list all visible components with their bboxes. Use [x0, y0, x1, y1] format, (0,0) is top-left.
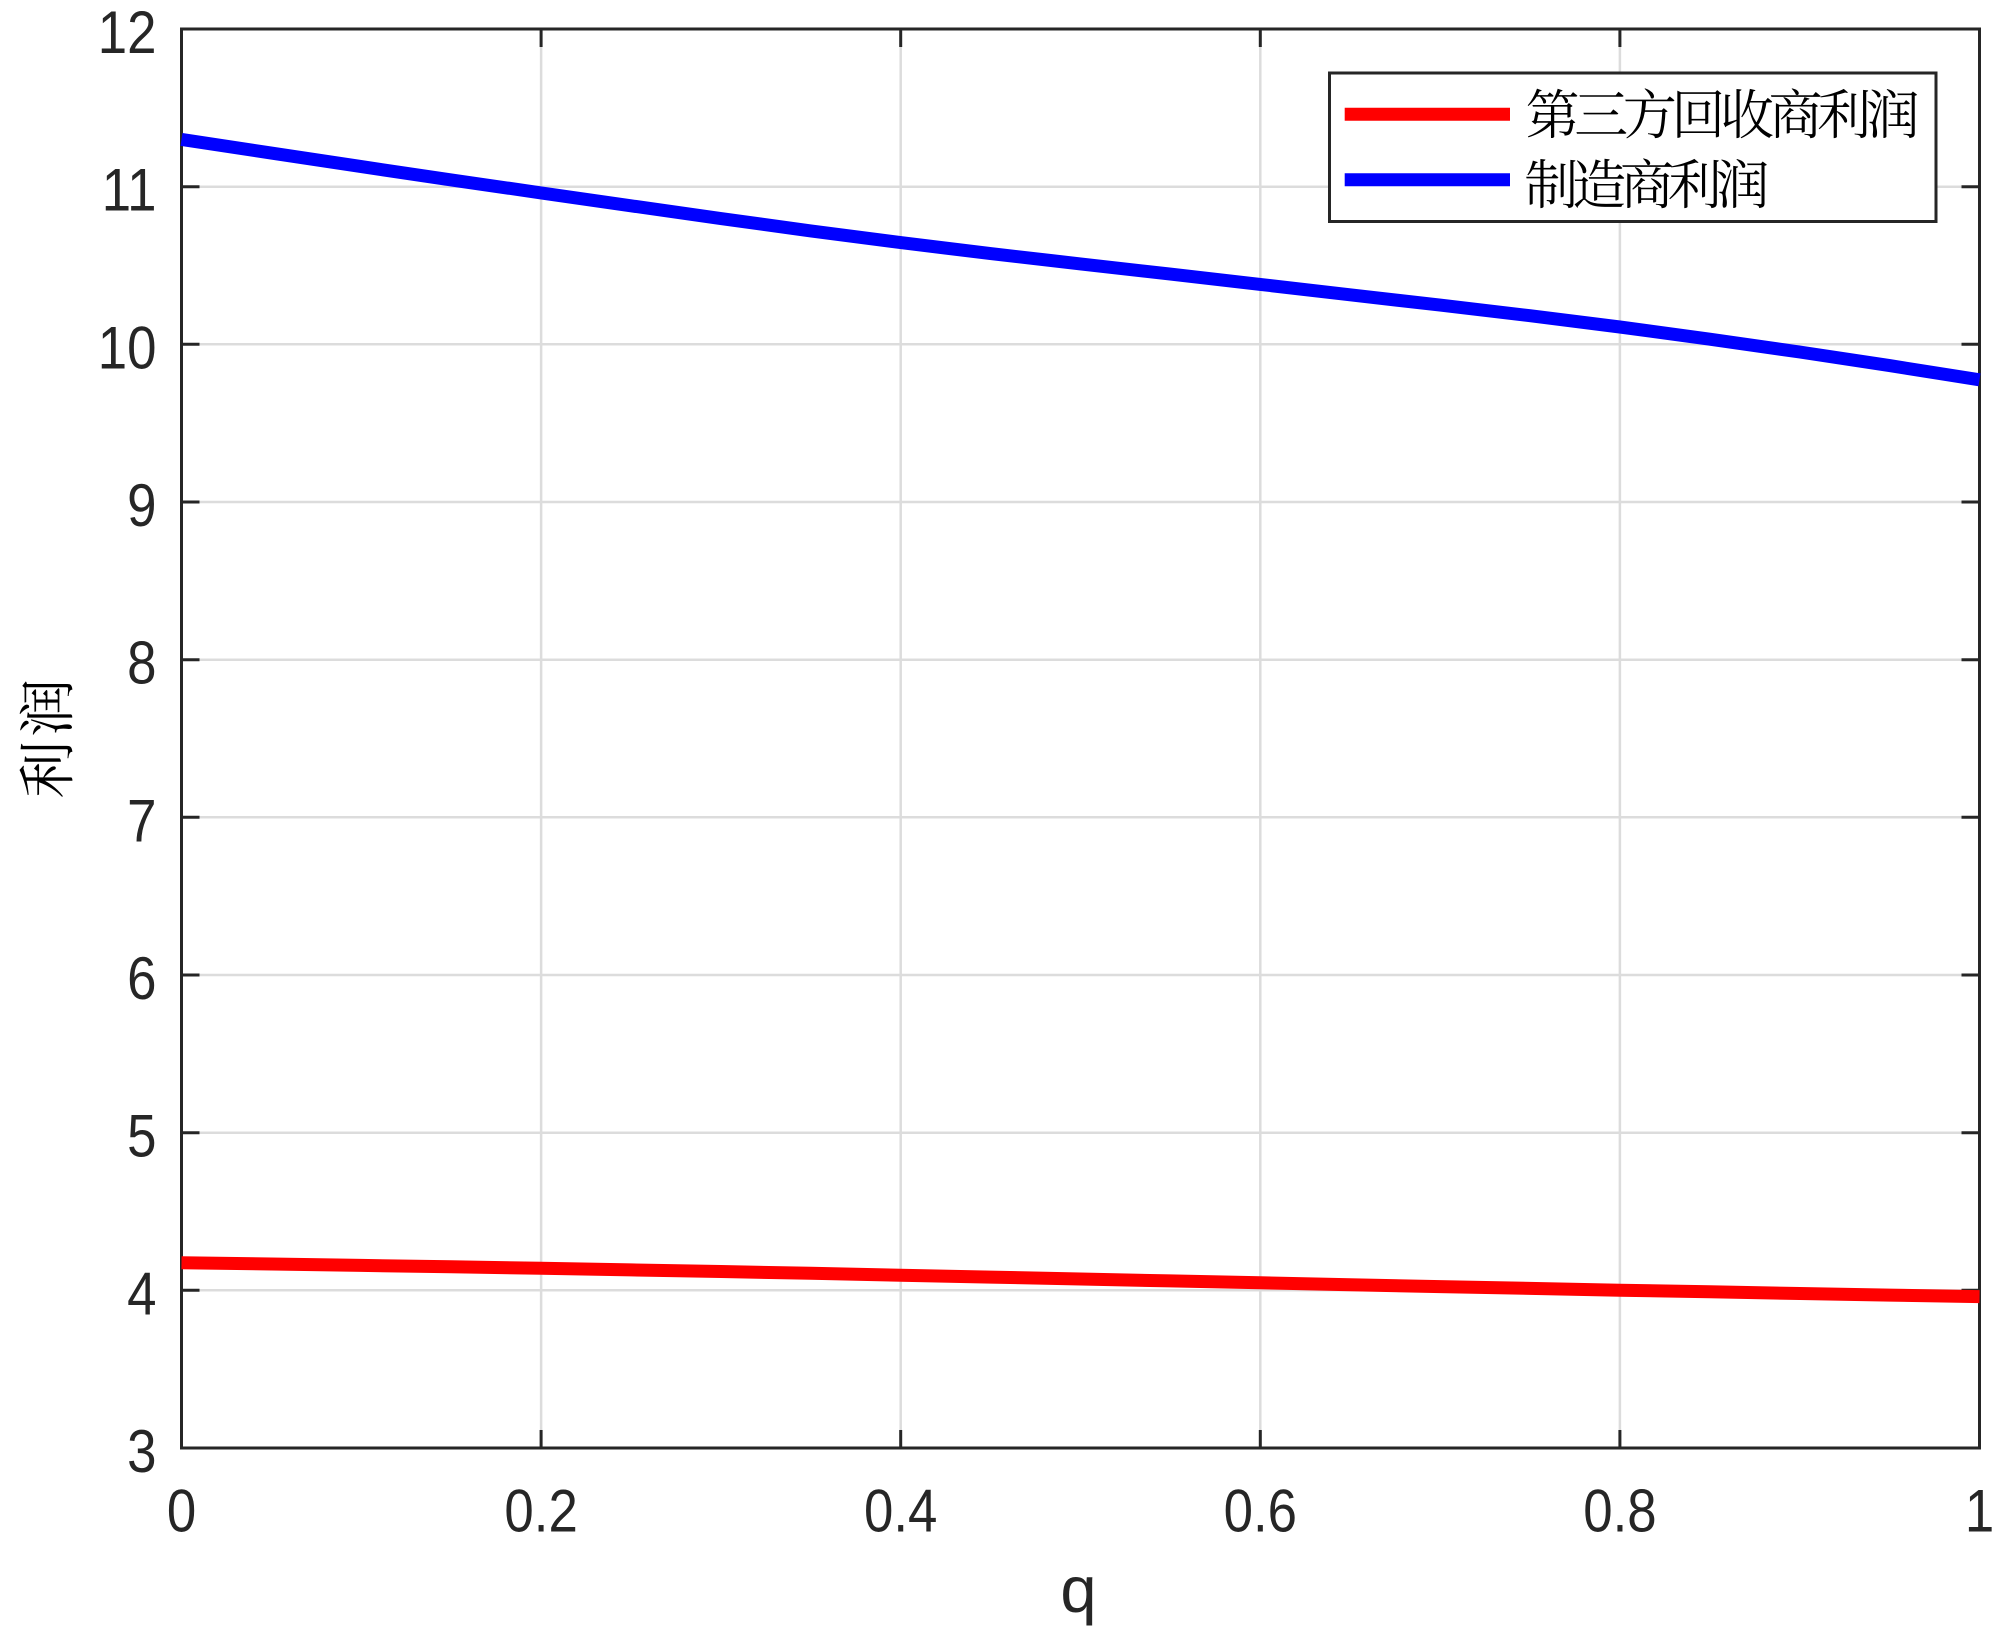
svg-text:10: 10	[98, 314, 157, 381]
svg-text:0.8: 0.8	[1583, 1477, 1656, 1544]
svg-text:12: 12	[98, 0, 157, 66]
svg-text:4: 4	[127, 1260, 156, 1327]
svg-text:0.2: 0.2	[504, 1477, 577, 1544]
svg-text:8: 8	[127, 630, 156, 697]
svg-text:1: 1	[1965, 1477, 1994, 1544]
svg-text:11: 11	[102, 157, 157, 224]
svg-text:6: 6	[127, 945, 156, 1012]
svg-text:0.6: 0.6	[1224, 1477, 1297, 1544]
svg-text:0.4: 0.4	[864, 1477, 937, 1544]
svg-text:q: q	[1060, 1553, 1096, 1626]
svg-text:5: 5	[127, 1103, 156, 1170]
svg-text:7: 7	[127, 787, 156, 854]
svg-text:9: 9	[127, 472, 156, 539]
svg-text:0: 0	[167, 1477, 196, 1544]
svg-text:3: 3	[127, 1418, 156, 1485]
